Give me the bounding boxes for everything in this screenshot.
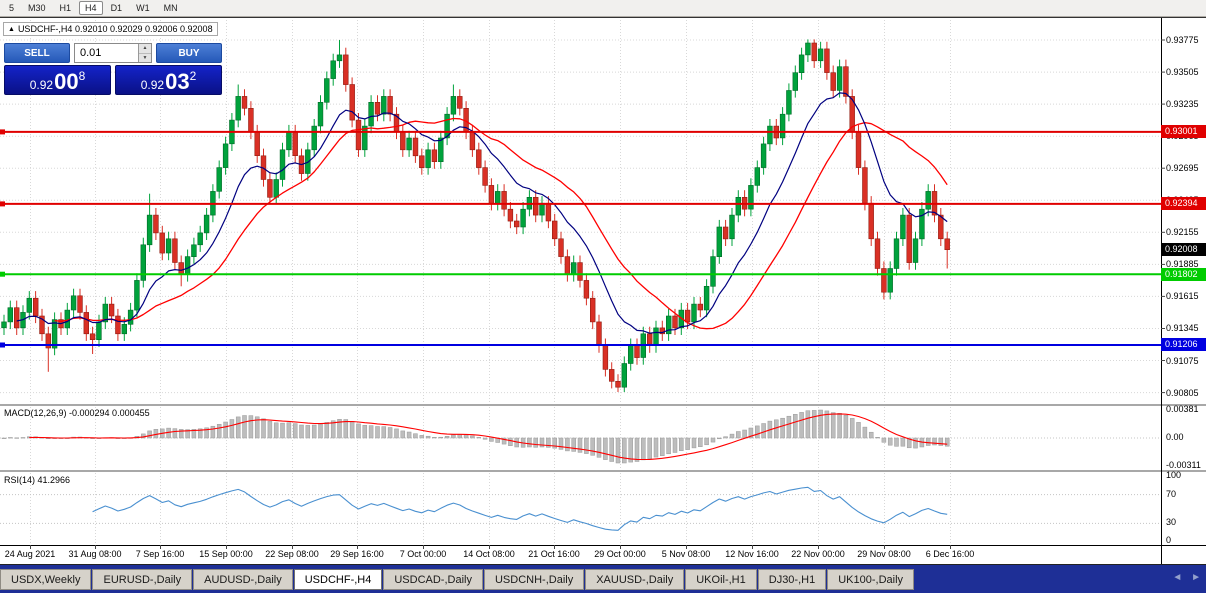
vertical-gridlines [30, 17, 951, 545]
buy-price-big: 03 [165, 68, 190, 94]
current-price-badge: 0.92008 [1161, 243, 1206, 257]
symbol-collapse-icon: ▲ [8, 25, 15, 33]
macd-label: MACD(12,26,9) -0.000294 0.000455 [4, 408, 150, 418]
one-click-trading-panel: SELL 0.01 ▲ ▼ BUY 0.92 00 8 0.92 03 2 [4, 43, 222, 95]
tab-scroll: ◄ ► [1166, 572, 1201, 583]
buy-price-small: 0.92 [140, 78, 165, 92]
price-level-badge: 0.91802 [1161, 267, 1206, 281]
price-tick-label: 0.92155 [1166, 227, 1199, 238]
tab-scroll-right-icon[interactable]: ► [1191, 572, 1201, 583]
rsi-label: RSI(14) 41.2966 [4, 475, 71, 485]
price-level-badge: 0.91206 [1161, 338, 1206, 352]
sell-price[interactable]: 0.92 00 8 [4, 65, 111, 95]
macd-tick-label: -0.00311 [1166, 460, 1201, 470]
ma-fast-line [16, 92, 948, 334]
price-tick-label: 0.93775 [1166, 35, 1199, 46]
time-tick-label: 12 Nov 16:00 [725, 549, 779, 559]
tab-usdcnh-daily[interactable]: USDCNH-,Daily [483, 569, 585, 590]
macd-signal-line [29, 413, 948, 461]
time-tick-label: 6 Dec 16:00 [925, 549, 975, 559]
tab-usdcad-daily[interactable]: USDCAD-,Daily [383, 569, 483, 590]
rsi-line [92, 486, 948, 531]
rsi-tick-label: 70 [1166, 488, 1177, 499]
price-tick-label: 0.91615 [1166, 291, 1199, 302]
price-level-badge: 0.92394 [1161, 197, 1206, 211]
price-tick-label: 0.91075 [1166, 355, 1199, 366]
time-tick-label: 5 Nov 08:00 [661, 549, 711, 559]
price-tick-label: 0.93505 [1166, 67, 1199, 78]
time-tick-label: 29 Oct 00:00 [594, 549, 646, 559]
pane-separator[interactable] [0, 404, 1206, 406]
price-tick-label: 0.90805 [1166, 387, 1199, 398]
time-tick-label: 21 Oct 16:00 [528, 549, 580, 559]
quote-line: ▲ USDCHF-,H4 0.92010 0.92029 0.92006 0.9… [3, 22, 218, 36]
price-level-badge: 0.93001 [1161, 125, 1206, 139]
chart-window: ▲ USDCHF-,H4 0.92010 0.92029 0.92006 0.9… [0, 17, 1206, 565]
timeframe-button-H1[interactable]: H1 [59, 3, 72, 13]
time-tick-label: 31 Aug 08:00 [68, 549, 122, 559]
macd-tick-label: 0.00 [1166, 432, 1184, 442]
spin-up-icon[interactable]: ▲ [139, 44, 151, 54]
time-tick-label: 29 Nov 08:00 [857, 549, 911, 559]
price-tick-label: 0.92695 [1166, 163, 1199, 174]
price-axis[interactable]: 0.937750.935050.932350.929650.926950.924… [1161, 17, 1206, 565]
price-tick-label: 0.91885 [1166, 259, 1199, 270]
timeframe-button-MN[interactable]: MN [163, 3, 178, 13]
quote-text: USDCHF-,H4 0.92010 0.92029 0.92006 0.920… [17, 24, 213, 34]
timeframe-button-5[interactable]: 5 [9, 3, 15, 13]
time-tick-label: 14 Oct 08:00 [463, 549, 515, 559]
sell-button[interactable]: SELL [4, 43, 70, 63]
horizontal-level-lines[interactable] [0, 129, 1161, 348]
time-tick-label: 29 Sep 16:00 [330, 549, 384, 559]
price-tick-label: 0.91345 [1166, 323, 1199, 334]
time-tick-label: 15 Sep 00:00 [199, 549, 253, 559]
timeframe-button-M30[interactable]: M30 [28, 3, 46, 13]
pane-separator[interactable] [0, 470, 1206, 472]
time-tick-label: 7 Sep 16:00 [135, 549, 185, 559]
chart-canvas[interactable] [0, 17, 1206, 565]
tab-usdx-weekly[interactable]: USDX,Weekly [0, 569, 92, 590]
sell-price-sup: 8 [78, 69, 86, 83]
tab-ukoil-h1[interactable]: UKOil-,H1 [685, 569, 757, 590]
rsi-tick-label: 30 [1166, 517, 1177, 528]
tab-eurusd-daily[interactable]: EURUSD-,Daily [92, 569, 193, 590]
ma-slow-line [54, 117, 948, 330]
buy-price-sup: 2 [189, 69, 197, 83]
lot-size-field[interactable]: 0.01 ▲ ▼ [74, 43, 152, 63]
time-tick-label: 22 Sep 08:00 [265, 549, 319, 559]
lot-size-value[interactable]: 0.01 [80, 47, 102, 59]
tab-scroll-left-icon[interactable]: ◄ [1172, 572, 1183, 583]
tab-dj30-h1[interactable]: DJ30-,H1 [757, 569, 827, 590]
tab-uk100-daily[interactable]: UK100-,Daily [827, 569, 915, 590]
rsi-tick-label: 0 [1166, 535, 1172, 545]
macd-tick-label: 0.00381 [1166, 404, 1199, 414]
sell-price-big: 00 [54, 68, 79, 94]
buy-price[interactable]: 0.92 03 2 [115, 65, 222, 95]
rsi-tick-label: 100 [1166, 470, 1182, 480]
tab-usdchf-h4[interactable]: USDCHF-,H4 [293, 569, 383, 590]
timeframe-button-D1[interactable]: D1 [110, 3, 123, 13]
timeframe-button-H4[interactable]: H4 [79, 1, 103, 15]
buy-button[interactable]: BUY [156, 43, 222, 63]
lot-spinner[interactable]: ▲ ▼ [138, 44, 151, 62]
price-tick-label: 0.93235 [1166, 99, 1199, 110]
tab-xauusd-daily[interactable]: XAUUSD-,Daily [585, 569, 685, 590]
time-axis[interactable]: 24 Aug 2021 31 Aug 08:00 7 Sep 16:00 15 Sep… [0, 545, 1206, 565]
time-tick-label: 7 Oct 00:00 [399, 549, 447, 559]
tab-audusd-daily[interactable]: AUDUSD-,Daily [193, 569, 293, 590]
timeframe-toolbar: 5 M30 H1 H4 D1 W1 MN [0, 0, 1206, 17]
spin-down-icon[interactable]: ▼ [139, 53, 151, 62]
sell-price-small: 0.92 [29, 78, 54, 92]
time-tick-label: 24 Aug 2021 [4, 549, 56, 559]
time-tick-label: 22 Nov 00:00 [791, 549, 845, 559]
chart-tab-bar: USDX,Weekly EURUSD-,Daily AUDUSD-,Daily USD… [0, 569, 1206, 590]
timeframe-button-W1[interactable]: W1 [136, 3, 150, 13]
